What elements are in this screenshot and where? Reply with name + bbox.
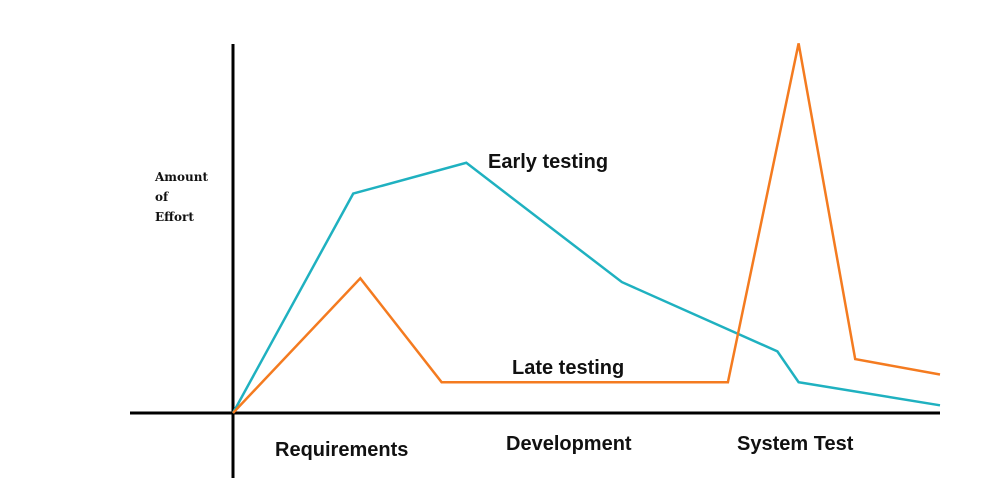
series-label-early-testing: Early testing (488, 151, 608, 173)
phase-label-system-test: System Test (737, 433, 854, 455)
y-axis-label-line-2: of (155, 190, 169, 204)
y-axis-label-line-1: Amount (154, 170, 208, 184)
series-line-late-testing (232, 43, 941, 414)
y-axis-label-line-3: Effort (155, 210, 194, 224)
phase-label-development: Development (506, 433, 632, 455)
series-line-early-testing (231, 161, 941, 414)
series-label-late-testing: Late testing (512, 357, 624, 379)
phase-label-requirements: Requirements (275, 439, 408, 461)
